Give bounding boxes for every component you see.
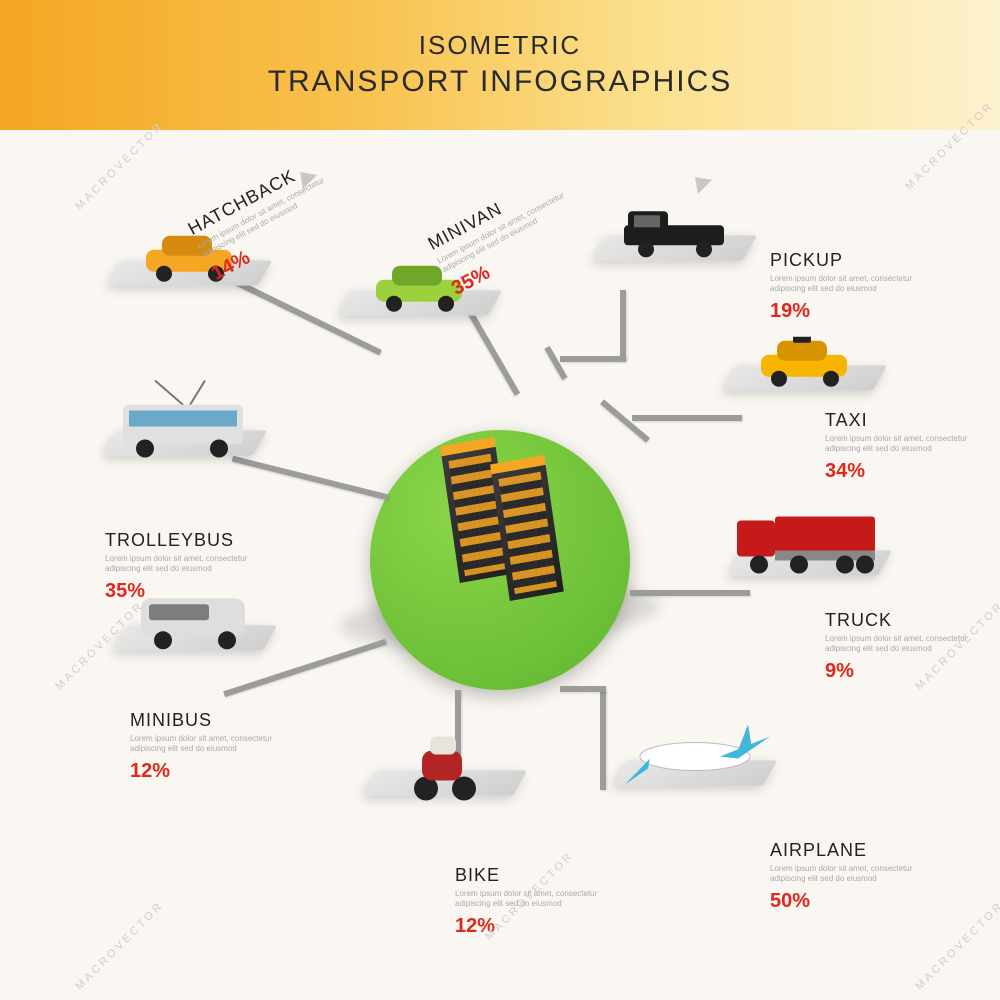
trolleybus-icon [115, 377, 255, 472]
label-desc: Lorem ipsum dolor sit amet, consectetur … [825, 434, 975, 454]
label-pickup: PICKUP Lorem ipsum dolor sit amet, conse… [770, 250, 970, 323]
title-line-1: ISOMETRIC [0, 30, 1000, 61]
label-percent: 50% [770, 890, 970, 913]
connector-line [632, 415, 742, 421]
taxi-icon [755, 337, 855, 396]
label-airplane: AIRPLANE Lorem ipsum dolor sit amet, con… [770, 840, 970, 913]
label-minivan: MINIVAN Lorem ipsum dolor sit amet, cons… [425, 142, 636, 300]
vehicle-node-bike [370, 760, 520, 806]
vehicle-node-airplane [620, 750, 770, 796]
label-percent: 12% [130, 760, 330, 783]
connector-line [560, 356, 626, 362]
label-name: HATCHBACK [185, 127, 371, 239]
central-hub [370, 430, 630, 690]
label-desc: Lorem ipsum dolor sit amet, consectetur … [105, 554, 255, 574]
label-name: TAXI [825, 410, 1000, 431]
label-name: TROLLEYBUS [105, 530, 305, 551]
label-desc: Lorem ipsum dolor sit amet, consectetur … [770, 274, 920, 294]
vehicle-node-minibus [120, 615, 270, 661]
label-name: AIRPLANE [770, 840, 970, 861]
label-hatchback: HATCHBACK Lorem ipsum dolor sit amet, co… [185, 127, 396, 285]
vehicle-node-truck [735, 540, 885, 586]
label-truck: TRUCK Lorem ipsum dolor sit amet, consec… [825, 610, 1000, 683]
title-line-2: TRANSPORT INFOGRAPHICS [0, 65, 1000, 99]
label-minibus: MINIBUS Lorem ipsum dolor sit amet, cons… [130, 710, 330, 783]
label-name: PICKUP [770, 250, 970, 271]
label-taxi: TAXI Lorem ipsum dolor sit amet, consect… [825, 410, 1000, 483]
vehicle-node-pickup [600, 225, 750, 271]
vehicle-node-trolleybus [110, 420, 260, 466]
truck-icon [735, 511, 885, 586]
label-percent: 34% [825, 460, 1000, 483]
label-trolleybus: TROLLEYBUS Lorem ipsum dolor sit amet, c… [105, 530, 305, 603]
label-name: MINIBUS [130, 710, 330, 731]
infographic-canvas: HATCHBACK Lorem ipsum dolor sit amet, co… [0, 130, 1000, 1000]
connector-line [620, 290, 626, 360]
airplane-icon [620, 707, 770, 802]
label-desc: Lorem ipsum dolor sit amet, consectetur … [130, 734, 280, 754]
label-desc: Lorem ipsum dolor sit amet, consectetur … [770, 864, 920, 884]
connector-line [600, 690, 606, 790]
label-name: MINIVAN [425, 142, 611, 254]
connector-line [630, 590, 750, 596]
connector-line [544, 346, 567, 380]
vehicle-node-taxi [730, 355, 880, 401]
label-percent: 19% [770, 300, 970, 323]
bike-icon [400, 717, 490, 812]
pickup-icon [620, 205, 730, 266]
label-percent: 9% [825, 660, 1000, 683]
label-percent: 35% [105, 580, 305, 603]
connector-line [560, 686, 606, 692]
header-banner: ISOMETRIC TRANSPORT INFOGRAPHICS [0, 0, 1000, 130]
